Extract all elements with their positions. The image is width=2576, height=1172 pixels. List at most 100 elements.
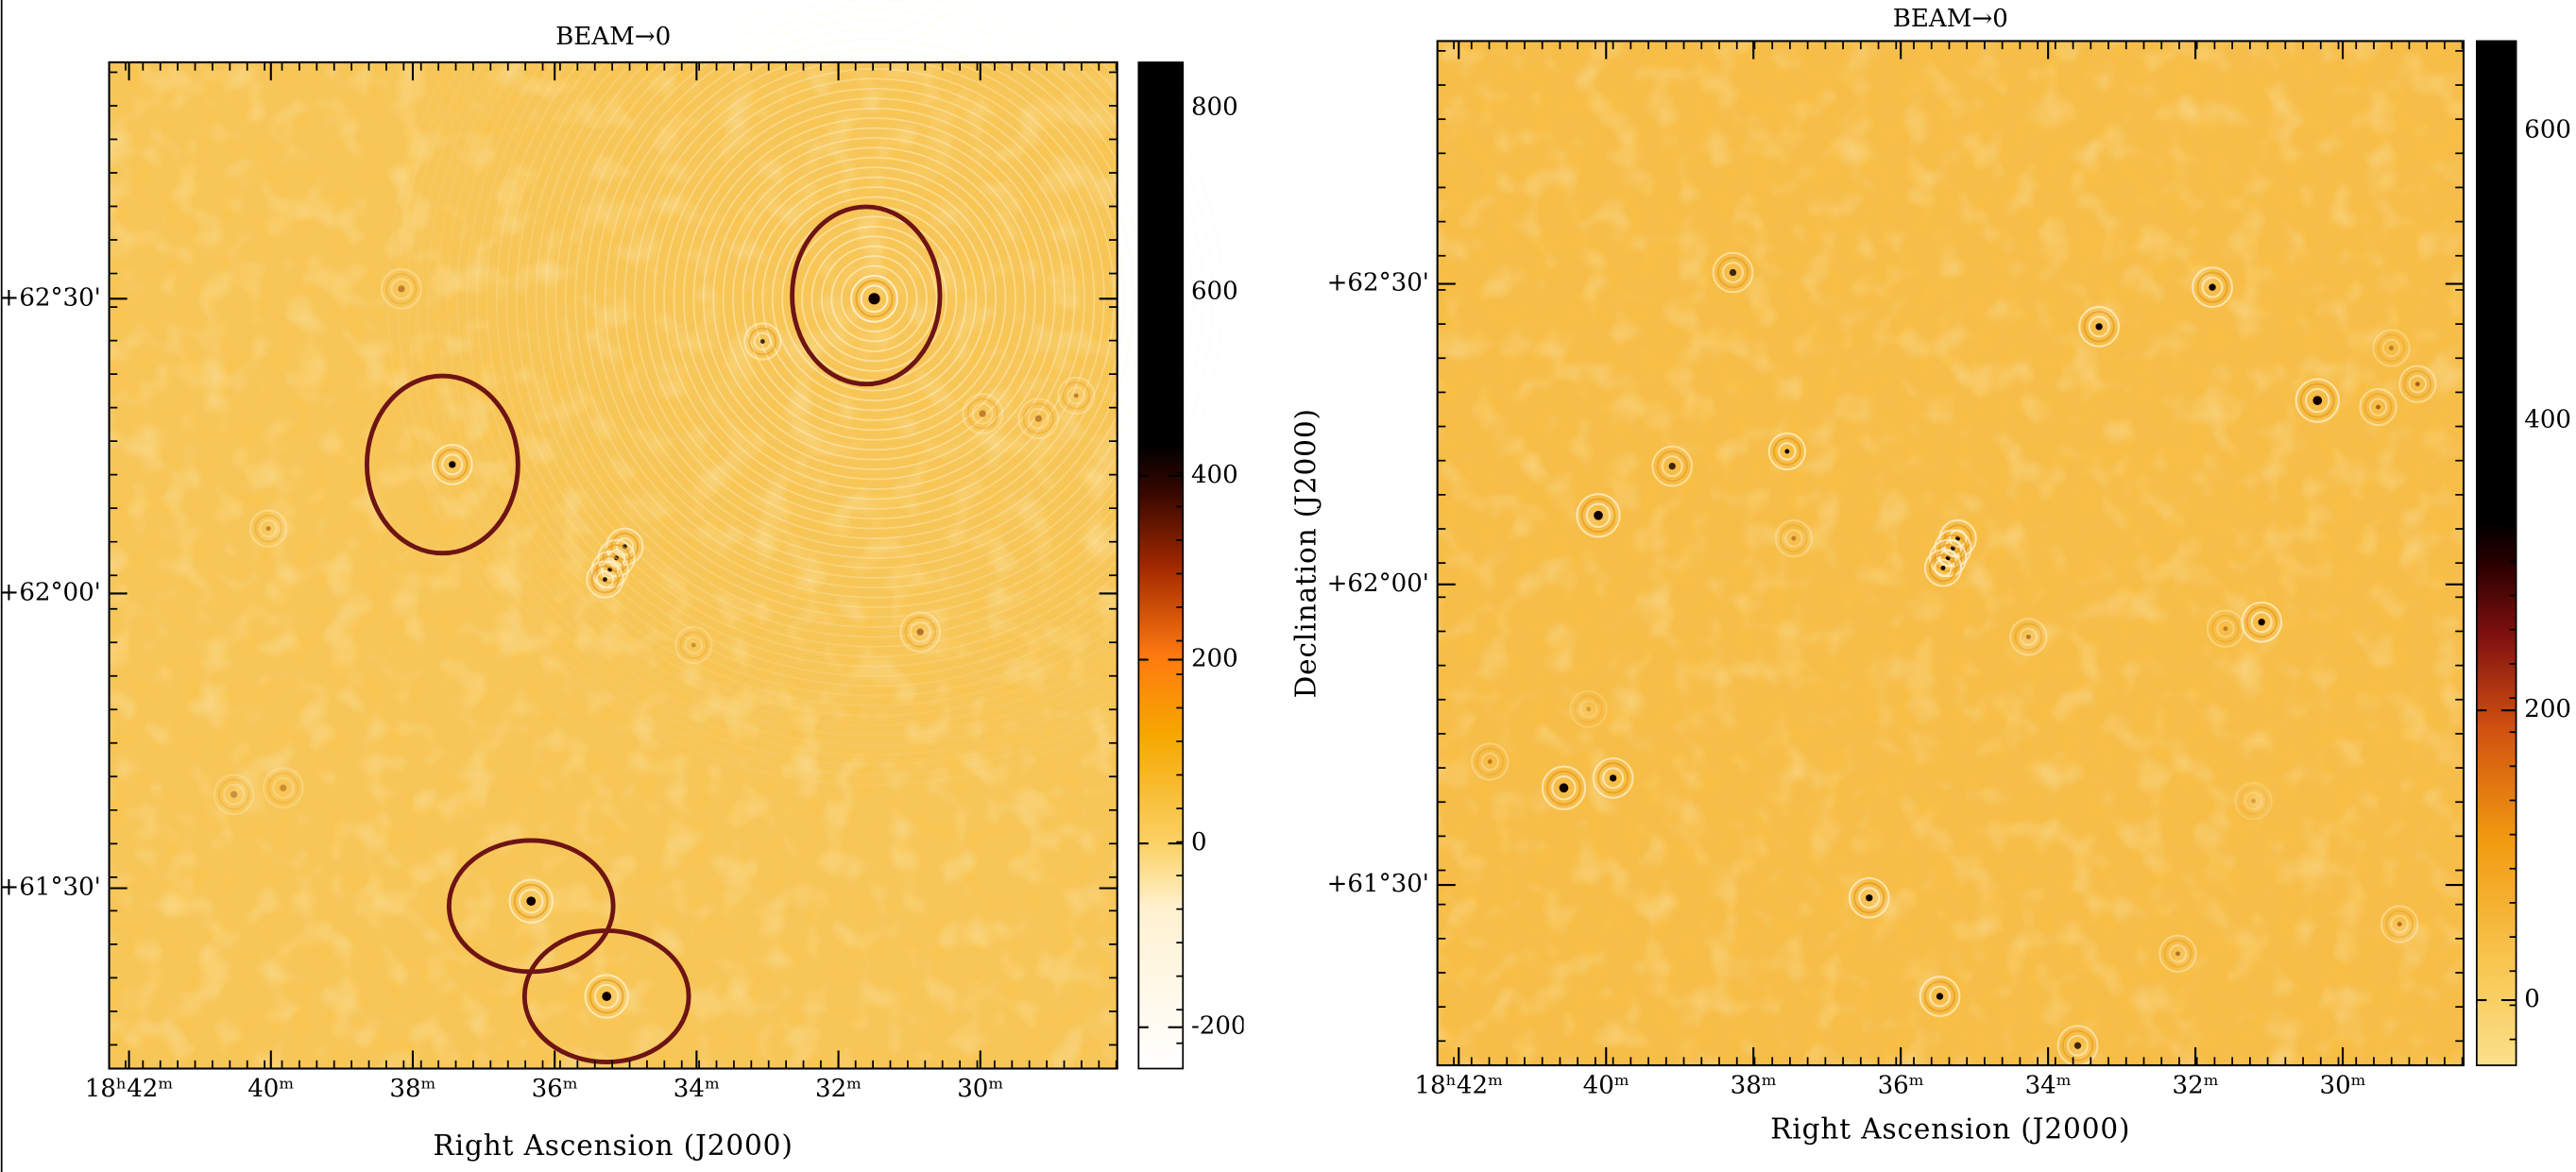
source-ring	[1574, 694, 1603, 723]
source-ring	[2206, 609, 2245, 648]
source-ring	[2158, 934, 2197, 973]
y-tick-label: +61°30'	[0, 874, 101, 902]
sidelobe-ring	[771, 195, 978, 401]
y-tick-label: +62°30'	[0, 283, 101, 312]
source-ring	[1651, 445, 1694, 487]
source	[280, 784, 287, 791]
sidelobe-ring	[732, 156, 1016, 441]
source-ring	[2390, 914, 2409, 934]
source-ring	[1779, 524, 1808, 553]
sidelobe-ring	[446, 0, 1244, 726]
source	[2209, 283, 2216, 291]
source	[1668, 462, 1676, 470]
source-ring	[2299, 382, 2335, 418]
source-ring	[385, 273, 418, 305]
source-ring	[1027, 407, 1049, 430]
source-ring	[1722, 262, 1744, 283]
source-ring	[508, 878, 554, 924]
colorbar-tick-label: 600	[2524, 116, 2571, 144]
source-ring	[590, 565, 620, 594]
source	[1784, 449, 1790, 454]
source-ring	[1596, 762, 1629, 794]
source-ring	[272, 776, 295, 799]
sidelobe-ring	[702, 127, 1047, 470]
sidelobe-ring	[466, 0, 1244, 707]
source-ring	[595, 569, 615, 589]
sidelobe-ring	[486, 0, 1244, 688]
source-ring	[597, 538, 636, 578]
source-ring	[2239, 787, 2268, 816]
source	[230, 790, 238, 798]
source-ring	[590, 550, 629, 589]
source-ring	[248, 509, 288, 548]
source	[1791, 535, 1797, 541]
source	[603, 577, 607, 582]
source	[2175, 951, 2180, 957]
source-ring	[850, 274, 898, 323]
source	[1940, 565, 1946, 570]
source-ring	[2363, 393, 2393, 421]
source-ring	[223, 783, 246, 806]
source	[1866, 894, 1873, 902]
source-ring	[2359, 387, 2397, 427]
sidelobe-ring	[840, 264, 909, 332]
sidelobe-ring	[554, 0, 1194, 619]
source	[916, 628, 924, 636]
source	[1559, 783, 1569, 793]
highlight-ellipse	[521, 928, 691, 1064]
colorbar-tick-label: 0	[2524, 985, 2540, 1013]
source	[979, 410, 986, 417]
frame	[108, 61, 1118, 1070]
source-ring	[1022, 402, 1054, 434]
source-ring	[1578, 700, 1598, 719]
source-ring	[909, 620, 931, 643]
source-ring	[1853, 882, 1885, 914]
source-ring	[1848, 876, 1890, 919]
source-ring	[684, 636, 704, 654]
source-ring	[1592, 756, 1634, 799]
source-ring	[1858, 887, 1881, 909]
source	[265, 526, 271, 532]
source-ring	[2192, 266, 2233, 309]
highlight-ellipse	[364, 373, 520, 556]
source-ring	[513, 883, 549, 919]
source	[602, 992, 612, 1001]
source-ring	[436, 449, 469, 481]
source-ring	[2216, 619, 2235, 638]
source	[398, 285, 405, 293]
source	[2095, 323, 2103, 331]
source	[691, 642, 696, 648]
source	[1729, 268, 1737, 277]
source-ring	[2295, 378, 2340, 423]
colorbar-tick-label: 800	[1191, 93, 1238, 122]
x-tick-label: 34ᵐ	[2025, 1072, 2072, 1100]
source-ring	[1923, 549, 1963, 587]
sidelobe-ring	[830, 255, 918, 343]
source-ring	[2408, 374, 2428, 394]
source-ring	[1569, 689, 1608, 729]
source-ring	[2243, 791, 2263, 810]
chart-title: BEAM→0	[1893, 5, 2008, 33]
source-ring	[2061, 1029, 2094, 1062]
sidelobe-ring	[387, 0, 1244, 786]
sidelobe-ring	[476, 0, 1244, 697]
sidelobe-ring	[614, 38, 1134, 559]
source-ring	[586, 560, 624, 599]
source	[2258, 619, 2265, 626]
source-ring	[2211, 614, 2240, 643]
sidelobe-ring	[436, 0, 1244, 737]
sidelobe-ring	[495, 0, 1244, 677]
source	[1586, 706, 1592, 712]
source-ring	[1929, 553, 1957, 583]
source-ring	[1602, 767, 1625, 790]
source-ring	[606, 527, 644, 566]
source-ring	[589, 978, 624, 1014]
colorbar-tick-label: -200	[1191, 1012, 1247, 1041]
source	[2414, 382, 2420, 387]
source-ring	[1541, 765, 1587, 810]
sidelobe-ring	[752, 176, 997, 421]
image-noise-light	[1437, 41, 2464, 1066]
sidelobe-ring	[535, 0, 1214, 638]
x-tick-label: 18ʰ42ᵐ	[1414, 1072, 1503, 1100]
